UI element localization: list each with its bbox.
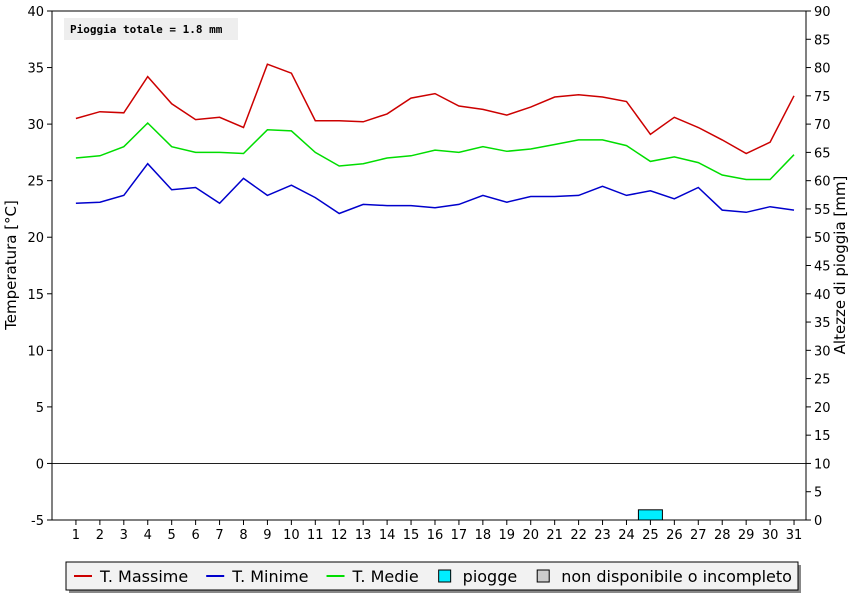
legend-label-t-massime: T. Massime	[99, 567, 188, 586]
rain-bar-25	[637, 509, 663, 521]
y-tick-label: 15	[27, 288, 44, 303]
x-tick-label: 14	[379, 528, 396, 543]
y2-tick-label: 50	[814, 231, 831, 246]
legend-label-piogge: piogge	[463, 567, 518, 586]
x-tick-label: 19	[499, 528, 516, 543]
y-tick-label: 30	[27, 118, 44, 133]
x-tick-label: 22	[570, 528, 587, 543]
y-tick-label: 5	[36, 401, 44, 416]
y2-tick-label: 85	[814, 33, 831, 48]
x-tick-label: 11	[307, 528, 324, 543]
x-tick-label: 26	[666, 528, 683, 543]
legend-swatch-piogge	[438, 569, 452, 583]
y2-tick-label: 75	[814, 90, 831, 105]
x-tick-label: 4	[144, 528, 152, 543]
x-tick-label: 5	[168, 528, 176, 543]
annotation-box	[64, 18, 238, 40]
y2-tick-label: 20	[814, 401, 831, 416]
y2-axis-label: Altezze di pioggia [mm]	[831, 176, 849, 355]
x-tick-label: 21	[546, 528, 563, 543]
series-line-t-massime	[75, 63, 795, 155]
x-tick-label: 23	[594, 528, 611, 543]
y2-tick-label: 60	[814, 175, 831, 190]
legend-box	[65, 561, 799, 591]
x-tick-label: 30	[762, 528, 779, 543]
plot-area	[52, 11, 806, 520]
x-tick-label: 18	[475, 528, 492, 543]
y-tick-label: 0	[36, 457, 44, 472]
x-tick-label: 17	[451, 528, 468, 543]
y-tick-label: -5	[31, 514, 44, 529]
y2-tick-label: 10	[814, 457, 831, 472]
y2-tick-label: 80	[814, 62, 831, 77]
x-tick-label: 12	[331, 528, 348, 543]
series-line-t-minime	[75, 162, 795, 215]
x-tick-label: 27	[690, 528, 707, 543]
x-tick-label: 20	[522, 528, 539, 543]
x-tick-label: 31	[786, 528, 803, 543]
y2-tick-label: 5	[814, 486, 822, 501]
x-tick-label: 3	[120, 528, 128, 543]
y2-tick-label: 45	[814, 260, 831, 275]
y-tick-label: 35	[27, 62, 44, 77]
y-tick-label: 10	[27, 344, 44, 359]
series-line-t-medie	[75, 121, 795, 181]
x-tick-label: 15	[403, 528, 420, 543]
legend-label-t-minime: T. Minime	[231, 567, 308, 586]
legend-label-t-medie: T. Medie	[352, 567, 419, 586]
y2-tick-label: 15	[814, 429, 831, 444]
x-tick-label: 6	[191, 528, 199, 543]
y2-tick-label: 90	[814, 5, 831, 20]
y2-tick-label: 0	[814, 514, 822, 529]
y-axis-label: Temperatura [°C]	[2, 200, 20, 331]
x-tick-label: 13	[355, 528, 372, 543]
y2-tick-label: 55	[814, 203, 831, 218]
y2-tick-label: 30	[814, 344, 831, 359]
x-tick-label: 25	[642, 528, 659, 543]
y-tick-label: 20	[27, 231, 44, 246]
x-tick-label: 29	[738, 528, 755, 543]
x-tick-label: 24	[618, 528, 635, 543]
y2-tick-label: 35	[814, 316, 831, 331]
y2-tick-label: 65	[814, 146, 831, 161]
y-tick-label: 25	[27, 175, 44, 190]
annotation-text: Pioggia totale = 1.8 mm	[70, 23, 223, 36]
y2-tick-label: 25	[814, 373, 831, 388]
y2-tick-label: 70	[814, 118, 831, 133]
x-tick-label: 2	[96, 528, 104, 543]
x-tick-label: 28	[714, 528, 731, 543]
x-tick-label: 16	[427, 528, 444, 543]
x-tick-label: 7	[215, 528, 223, 543]
x-tick-label: 8	[239, 528, 247, 543]
legend-swatch-non-disponibile-o-incompleto	[536, 569, 550, 583]
x-tick-label: 9	[263, 528, 271, 543]
y2-tick-label: 40	[814, 288, 831, 303]
x-tick-label: 10	[283, 528, 300, 543]
y-tick-label: 40	[27, 5, 44, 20]
legend-label-non-disponibile-o-incompleto: non disponibile o incompleto	[561, 567, 792, 586]
x-tick-label: 1	[72, 528, 80, 543]
